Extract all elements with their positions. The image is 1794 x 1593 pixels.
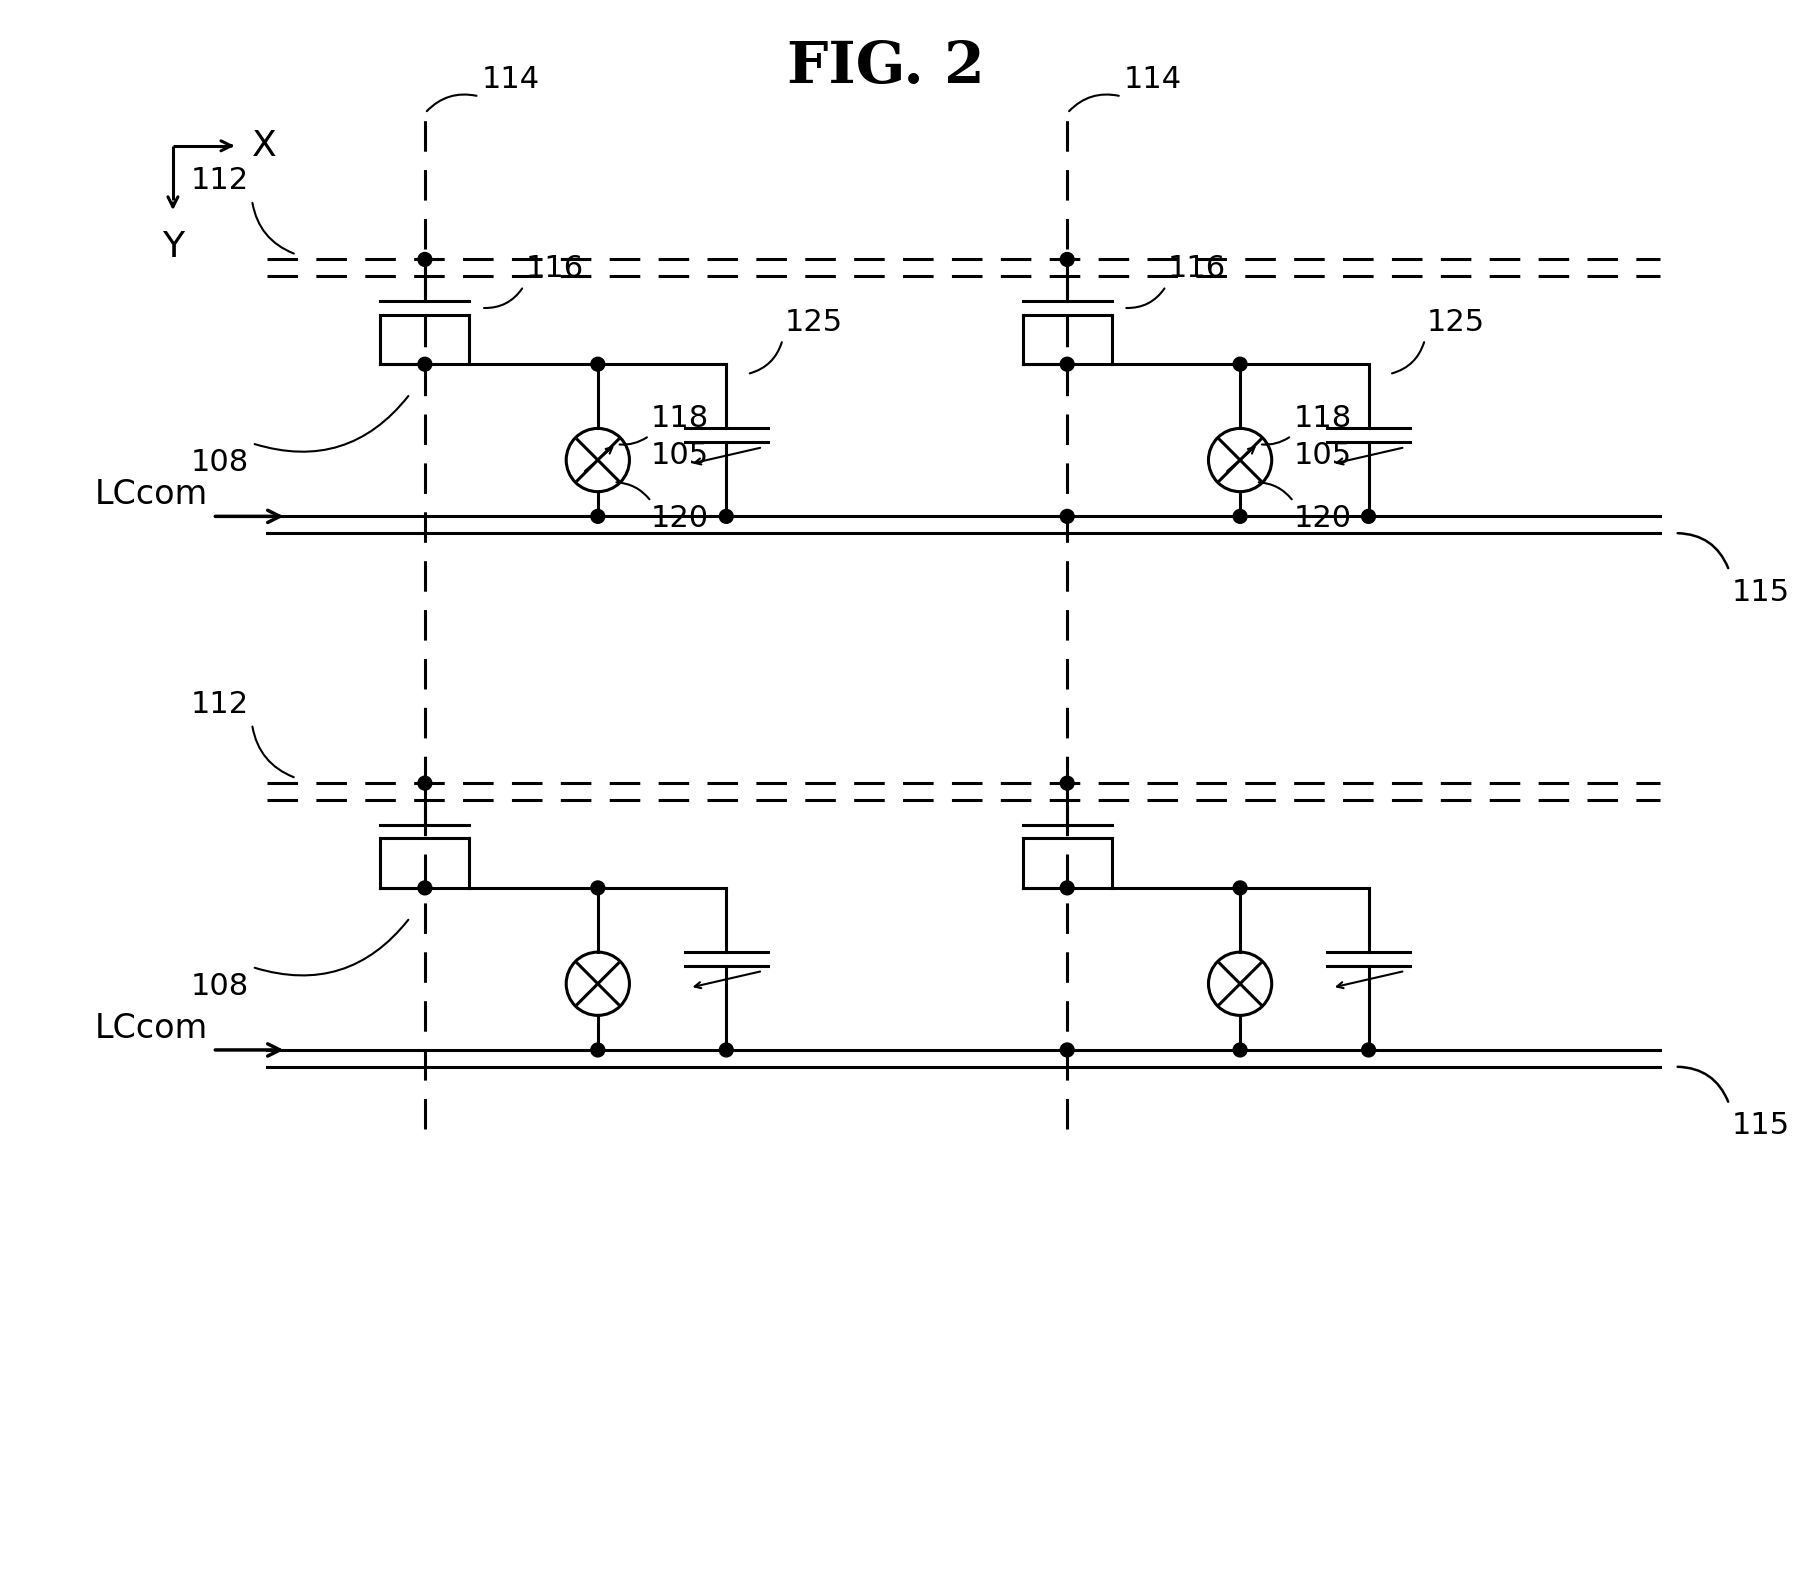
Text: 108: 108 <box>190 972 249 1000</box>
Circle shape <box>418 357 432 371</box>
Text: 105: 105 <box>1293 441 1351 470</box>
Circle shape <box>590 357 605 371</box>
Circle shape <box>1232 1043 1247 1056</box>
Text: 116: 116 <box>1168 255 1225 284</box>
Text: 114: 114 <box>481 65 540 94</box>
Circle shape <box>590 510 605 523</box>
Text: 120: 120 <box>651 503 709 532</box>
Circle shape <box>1232 510 1247 523</box>
Circle shape <box>590 1043 605 1056</box>
Circle shape <box>1232 357 1247 371</box>
Text: 112: 112 <box>190 166 249 196</box>
Text: 115: 115 <box>1731 578 1789 607</box>
Circle shape <box>719 510 734 523</box>
Circle shape <box>418 881 432 895</box>
Circle shape <box>1060 253 1075 266</box>
Circle shape <box>1232 881 1247 895</box>
Text: X: X <box>251 129 276 162</box>
Text: 125: 125 <box>1426 307 1485 336</box>
Text: 115: 115 <box>1731 1112 1789 1141</box>
Circle shape <box>590 881 605 895</box>
Text: 120: 120 <box>1293 503 1351 532</box>
Circle shape <box>1060 881 1075 895</box>
Text: 105: 105 <box>651 441 709 470</box>
Circle shape <box>719 1043 734 1056</box>
Text: 118: 118 <box>1293 403 1351 433</box>
Circle shape <box>1362 1043 1376 1056</box>
Circle shape <box>1060 776 1075 790</box>
Circle shape <box>1060 357 1075 371</box>
Text: LCcom: LCcom <box>95 478 208 511</box>
Text: 112: 112 <box>190 690 249 718</box>
Text: 118: 118 <box>651 403 709 433</box>
Circle shape <box>1060 1043 1075 1056</box>
Circle shape <box>1362 510 1376 523</box>
Text: 116: 116 <box>526 255 583 284</box>
Circle shape <box>418 253 432 266</box>
Circle shape <box>418 776 432 790</box>
Text: 125: 125 <box>784 307 843 336</box>
Text: 114: 114 <box>1123 65 1182 94</box>
Text: LCcom: LCcom <box>95 1012 208 1045</box>
Text: Y: Y <box>161 229 185 264</box>
Text: 108: 108 <box>190 448 249 478</box>
Circle shape <box>1060 510 1075 523</box>
Text: FIG. 2: FIG. 2 <box>788 38 985 94</box>
